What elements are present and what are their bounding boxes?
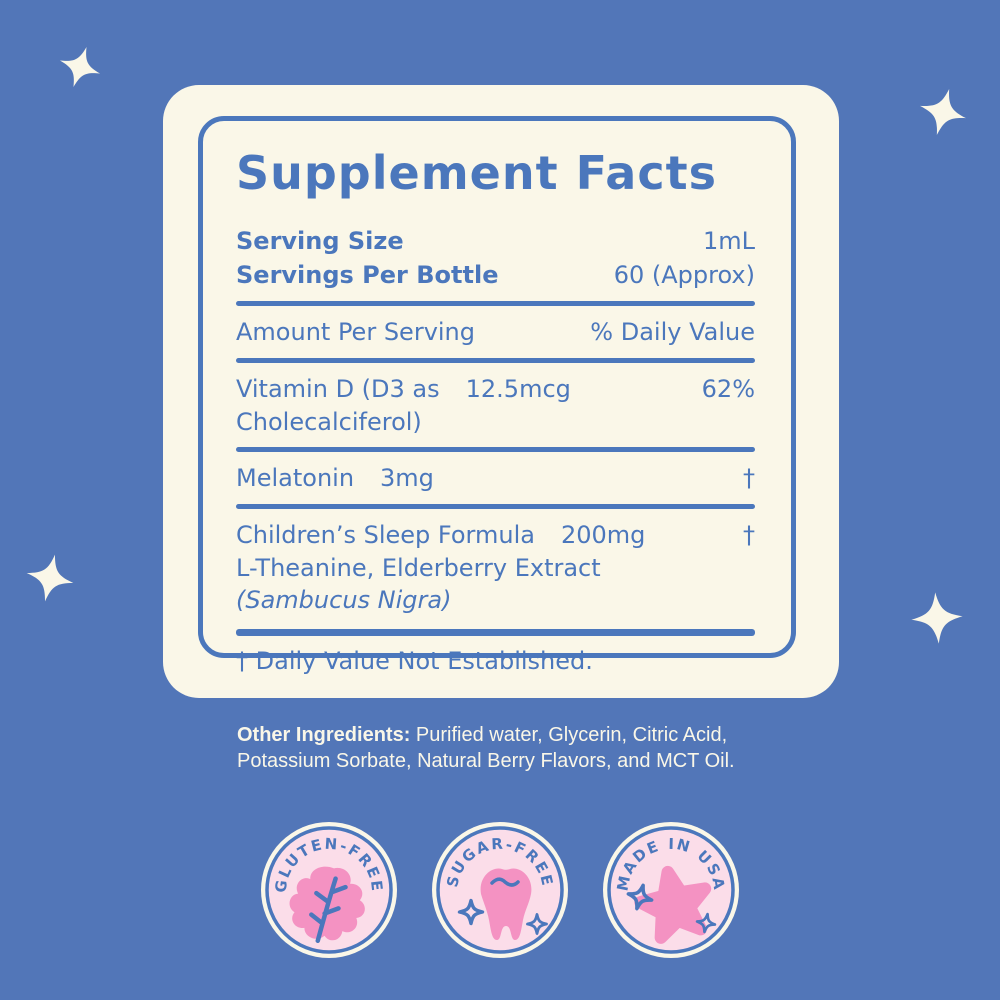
vitamin-d-name-line2: Cholecalciferol) <box>236 407 422 436</box>
divider <box>236 446 755 452</box>
serving-size-value: 1mL <box>702 226 755 255</box>
fact-row-melatonin: Melatonin 3mg † <box>236 461 755 495</box>
melatonin-dv: † <box>743 463 755 492</box>
vitamin-d-dv: 62% <box>701 374 755 403</box>
sparkle-icon <box>919 88 967 136</box>
sleep-formula-sub2: (Sambucus Nigra) <box>236 585 452 614</box>
amount-per-serving-header: Amount Per Serving <box>236 317 476 346</box>
daily-value-footnote: † Daily Value Not Established. <box>236 646 593 675</box>
divider <box>236 628 755 636</box>
servings-per-bottle-row: Servings Per Bottle 60 (Approx) <box>236 258 755 292</box>
badge-gluten-free: GLUTEN-FREE <box>261 822 397 958</box>
other-ingredients-label: Other Ingredients: <box>237 724 411 746</box>
fact-row-vitamin-d: Vitamin D (D3 as 12.5mcg 62% Cholecalcif… <box>236 372 755 438</box>
serving-size-row: Serving Size 1mL <box>236 224 755 258</box>
page-title: Supplement Facts <box>236 146 717 200</box>
fact-row-sleep-formula: Children’s Sleep Formula 200mg † L-Thean… <box>236 518 755 616</box>
sleep-formula-name: Children’s Sleep Formula <box>236 520 535 549</box>
melatonin-amount: 3mg <box>380 463 434 492</box>
servings-per-bottle-value: 60 (Approx) <box>613 260 755 289</box>
vitamin-d-name: Vitamin D (D3 as <box>236 374 440 403</box>
sleep-formula-amount: 200mg <box>560 520 646 549</box>
facts-header-row: Amount Per Serving % Daily Value <box>236 315 755 349</box>
leaf-icon <box>289 866 365 944</box>
melatonin-name: Melatonin <box>236 463 355 492</box>
sleep-formula-sub1: L-Theanine, Elderberry Extract <box>236 553 601 582</box>
daily-value-header: % Daily Value <box>590 317 755 346</box>
star-icon <box>626 865 717 944</box>
supplement-facts-panel: Supplement Facts Serving Size 1mL Servin… <box>198 116 796 675</box>
sparkle-icon <box>59 46 101 88</box>
badge-sugar-free: SUGAR-FREE <box>432 822 568 958</box>
supplement-facts-card: Supplement Facts Serving Size 1mL Servin… <box>163 85 839 698</box>
serving-size-label: Serving Size <box>236 226 404 255</box>
servings-per-bottle-label: Servings Per Bottle <box>236 260 499 289</box>
sleep-formula-dv: † <box>743 520 755 549</box>
badge-made-in-usa: MADE IN USA <box>603 822 739 958</box>
other-ingredients-text: Purified water, Glycerin, Citric Acid, P… <box>237 724 735 772</box>
sparkle-icon <box>26 554 74 602</box>
sparkle-icon <box>911 592 963 644</box>
other-ingredients: Other Ingredients: Purified water, Glyce… <box>237 722 785 774</box>
badge-row: GLUTEN-FREE SUGAR-FREE <box>0 822 1000 958</box>
tooth-icon <box>457 868 548 940</box>
divider <box>236 357 755 363</box>
divider <box>236 300 755 306</box>
divider <box>236 503 755 509</box>
vitamin-d-amount: 12.5mcg <box>465 374 571 403</box>
